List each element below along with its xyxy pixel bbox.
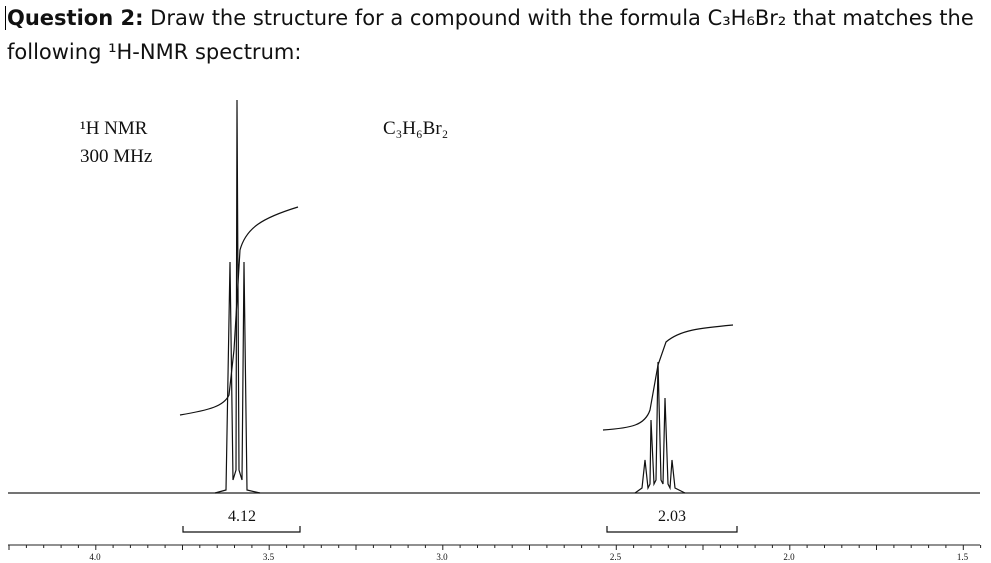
frequency-label: 300 MHz [80, 146, 152, 167]
axis-label: 4.0 [89, 552, 101, 562]
nucleus-label: ¹H NMR [80, 118, 148, 139]
question-line: Question 2: Draw the structure for a com… [5, 6, 974, 30]
axis-label: 1.5 [957, 552, 969, 562]
question-text: Draw the structure for a compound with t… [150, 6, 974, 30]
axis-label: 3.5 [263, 552, 275, 562]
tick-marks [8, 545, 982, 550]
axis-label: 2.5 [610, 552, 622, 562]
peak [634, 361, 686, 494]
integration-bracket [182, 526, 738, 533]
question-label: Question 2: [7, 6, 144, 30]
axis-label: 2.0 [783, 552, 795, 562]
formula-label: C₃H₆Br₂ [383, 118, 448, 139]
integral-value: 4.12 [228, 508, 256, 525]
integral-curve [602, 324, 734, 431]
question-line: following ¹H-NMR spectrum: [7, 40, 301, 64]
question-text: following ¹H-NMR spectrum: [7, 40, 302, 64]
integral-value: 2.03 [658, 508, 686, 525]
axis-ticks: 4.0 3.5 3.0 2.5 2.0 1.5 [8, 545, 982, 562]
integral-curve [179, 206, 299, 416]
axis-label: 3.0 [436, 552, 448, 562]
peak [214, 99, 261, 494]
